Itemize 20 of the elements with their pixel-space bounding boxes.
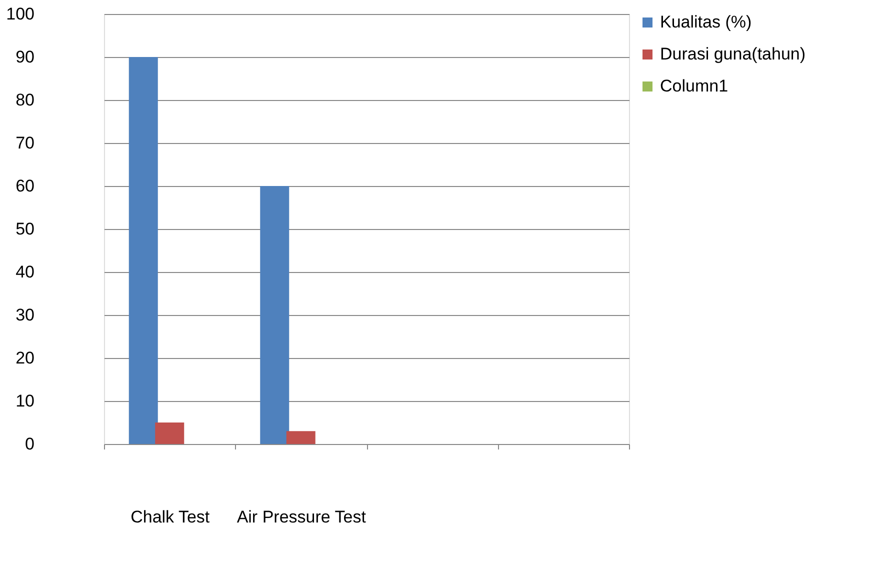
x-tick-label: Chalk Test (130, 508, 210, 526)
bar (155, 422, 184, 444)
y-tick-label: 60 (16, 176, 34, 196)
bar (128, 57, 158, 444)
y-tick-label: 70 (16, 134, 34, 152)
y-tick-label: 100 (6, 4, 34, 24)
y-tick-label: 30 (16, 306, 34, 324)
y-tick-label: 50 (16, 220, 34, 238)
legend-label: Kualitas (%) (660, 12, 752, 32)
legend-label: Durasi guna(tahun) (660, 44, 806, 64)
y-tick-label: 80 (16, 90, 34, 110)
bar (286, 431, 316, 444)
y-tick-label: 10 (16, 392, 34, 410)
y-tick-label: 20 (16, 348, 34, 368)
y-tick-label: 90 (16, 48, 34, 66)
bar (260, 186, 290, 444)
legend-label: Column1 (660, 76, 728, 96)
x-tick-label: Air Pressure Test (236, 508, 366, 526)
y-tick-label: 0 (25, 434, 34, 454)
y-tick-label: 40 (16, 262, 34, 282)
